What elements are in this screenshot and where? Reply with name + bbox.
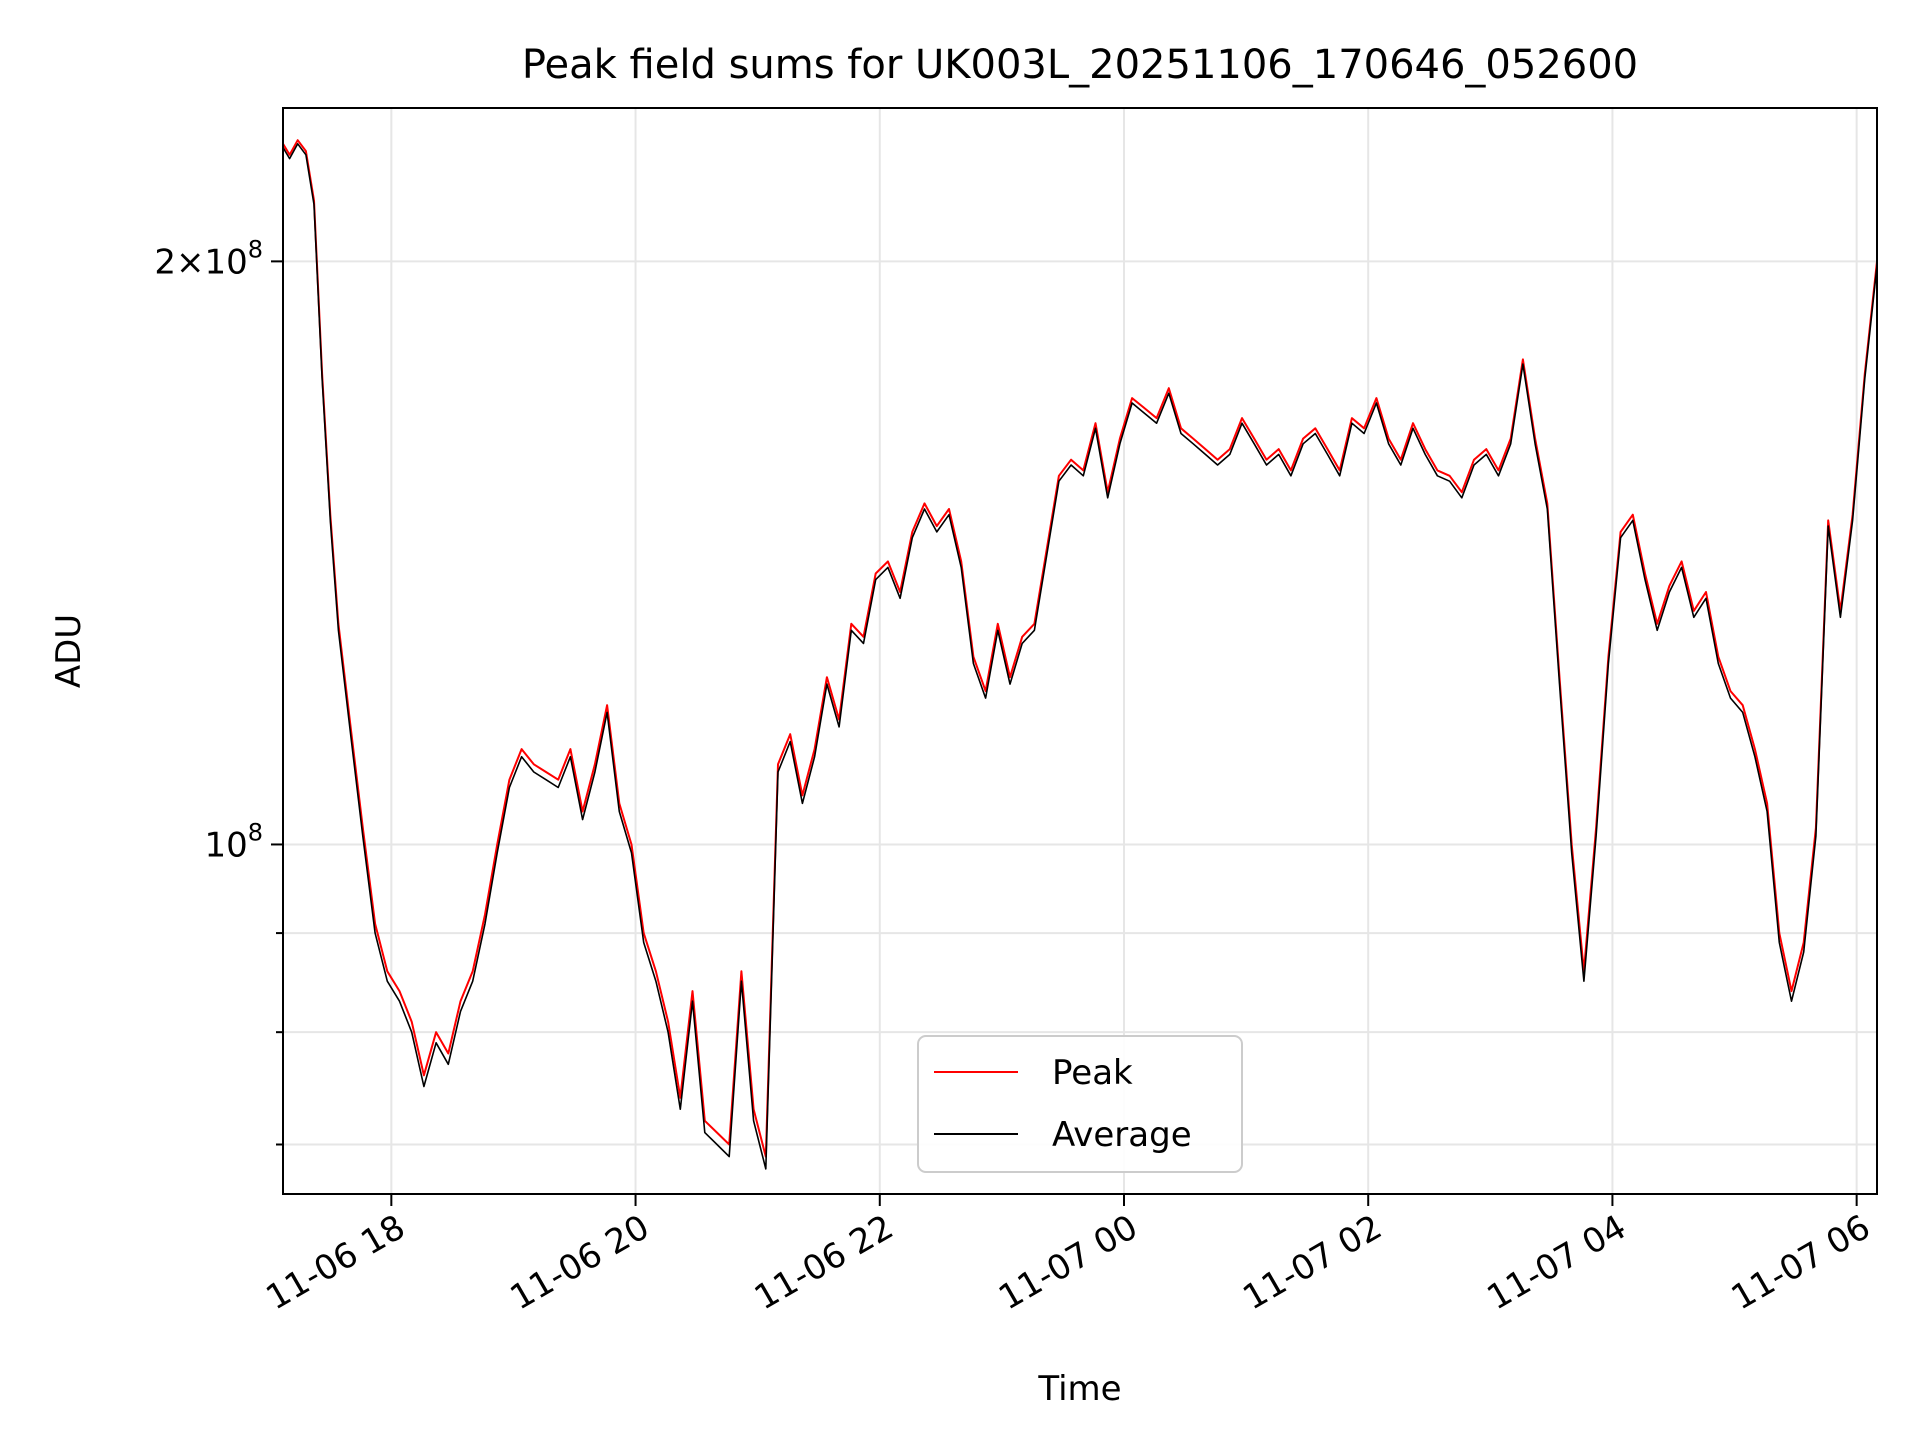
legend-label-peak: Peak xyxy=(1052,1053,1133,1093)
y-axis-label: ADU xyxy=(49,614,89,688)
y-tick-label: 108 xyxy=(204,818,263,865)
series-layer xyxy=(282,139,1878,1170)
y-tick-label: 2×108 xyxy=(154,235,263,282)
series-line-average xyxy=(282,143,1878,1170)
y-axis: 108 2×108 xyxy=(154,235,283,1146)
chart-title: Peak field sums for UK003L_20251106_1706… xyxy=(522,42,1638,88)
legend-label-average: Average xyxy=(1052,1115,1192,1155)
legend-box xyxy=(917,1035,1243,1173)
plot-frame xyxy=(282,107,1878,1195)
legend: Peak Average xyxy=(917,1035,1243,1173)
grid xyxy=(283,108,1877,1194)
x-axis-label: Time xyxy=(1037,1369,1121,1409)
